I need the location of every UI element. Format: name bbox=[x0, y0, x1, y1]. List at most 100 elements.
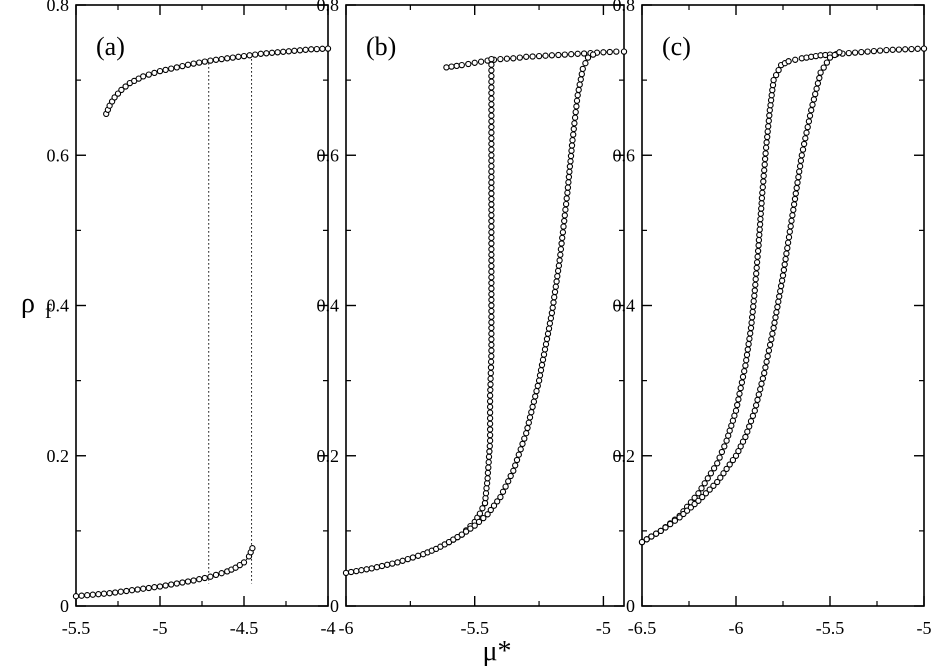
data-point bbox=[914, 45, 921, 52]
data-point bbox=[554, 273, 561, 280]
data-point bbox=[488, 129, 495, 136]
data-point bbox=[488, 84, 495, 91]
data-point bbox=[744, 346, 751, 353]
data-point bbox=[528, 409, 535, 416]
data-point bbox=[545, 325, 553, 332]
data-point bbox=[458, 61, 465, 69]
data-point bbox=[122, 83, 129, 90]
data-point bbox=[347, 568, 355, 576]
data-point bbox=[224, 55, 231, 62]
data-point bbox=[717, 474, 724, 481]
data-point bbox=[765, 117, 772, 125]
data-point bbox=[486, 403, 494, 411]
data-point bbox=[190, 60, 197, 67]
data-point bbox=[652, 530, 660, 537]
data-point bbox=[526, 414, 534, 421]
data-point bbox=[280, 48, 287, 55]
data-point bbox=[486, 426, 494, 433]
data-point bbox=[710, 482, 717, 489]
data-point bbox=[534, 382, 541, 390]
data-point bbox=[749, 412, 757, 420]
data-point bbox=[786, 228, 793, 235]
data-point bbox=[162, 582, 169, 589]
data-point bbox=[568, 147, 575, 154]
data-point bbox=[487, 506, 494, 514]
data-point bbox=[798, 152, 805, 159]
data-point bbox=[512, 462, 519, 469]
data-point bbox=[774, 303, 781, 311]
y-axis-label-subscript: f bbox=[45, 301, 52, 323]
data-point bbox=[548, 309, 556, 317]
data-point bbox=[764, 128, 771, 135]
data-point bbox=[567, 152, 575, 160]
data-point bbox=[572, 108, 579, 116]
data-point bbox=[762, 150, 769, 157]
data-point bbox=[738, 379, 746, 386]
data-point bbox=[240, 559, 248, 566]
data-point bbox=[769, 81, 777, 89]
panel-label: (b) bbox=[366, 32, 396, 61]
y-tick-label: 0.8 bbox=[613, 0, 636, 15]
data-point bbox=[600, 49, 607, 56]
data-point bbox=[564, 184, 572, 191]
data-point bbox=[319, 45, 326, 52]
data-point bbox=[502, 483, 509, 490]
data-point bbox=[201, 574, 208, 582]
data-point bbox=[756, 221, 764, 228]
x-tick-label: -5.5 bbox=[460, 618, 489, 638]
data-point bbox=[551, 294, 558, 301]
data-point bbox=[765, 347, 773, 354]
data-point bbox=[488, 123, 495, 131]
data-point bbox=[762, 364, 769, 371]
data-point bbox=[510, 55, 517, 62]
data-point bbox=[525, 419, 532, 426]
data-point bbox=[128, 587, 136, 594]
data-point bbox=[820, 64, 827, 71]
data-point bbox=[751, 292, 758, 299]
y-tick-label: 0.8 bbox=[47, 0, 70, 15]
data-point bbox=[760, 172, 767, 180]
data-point bbox=[756, 231, 763, 239]
data-point bbox=[769, 330, 776, 337]
y-tick-label: 0 bbox=[626, 596, 635, 616]
data-point bbox=[797, 157, 805, 164]
data-point bbox=[806, 112, 814, 119]
data-point bbox=[207, 57, 214, 64]
data-point bbox=[488, 246, 495, 253]
data-point bbox=[477, 58, 485, 65]
data-point bbox=[575, 86, 582, 94]
data-point bbox=[497, 493, 504, 501]
data-point bbox=[274, 49, 281, 56]
data-point bbox=[761, 167, 768, 174]
data-point bbox=[84, 592, 91, 599]
data-point bbox=[235, 53, 242, 60]
data-point bbox=[648, 533, 655, 540]
data-point bbox=[584, 54, 592, 61]
data-point bbox=[252, 51, 259, 58]
data-point bbox=[767, 97, 775, 104]
data-point bbox=[702, 490, 710, 497]
data-point bbox=[488, 262, 495, 270]
data-point bbox=[745, 340, 752, 348]
data-point bbox=[145, 71, 152, 78]
data-point bbox=[212, 571, 220, 579]
data-point bbox=[168, 65, 175, 72]
data-point bbox=[476, 510, 484, 517]
data-point bbox=[580, 50, 588, 57]
data-point bbox=[471, 59, 478, 66]
data-point bbox=[771, 319, 778, 326]
data-point bbox=[560, 223, 567, 230]
data-point bbox=[789, 212, 796, 219]
data-point bbox=[151, 69, 158, 77]
data-point bbox=[754, 247, 762, 255]
data-point bbox=[726, 427, 733, 434]
data-point bbox=[488, 118, 495, 125]
data-point bbox=[778, 277, 786, 284]
data-point bbox=[747, 330, 754, 337]
data-point bbox=[883, 46, 890, 54]
data-point bbox=[851, 49, 859, 56]
data-point bbox=[497, 55, 504, 63]
data-point bbox=[218, 570, 225, 577]
data-point bbox=[535, 377, 543, 384]
